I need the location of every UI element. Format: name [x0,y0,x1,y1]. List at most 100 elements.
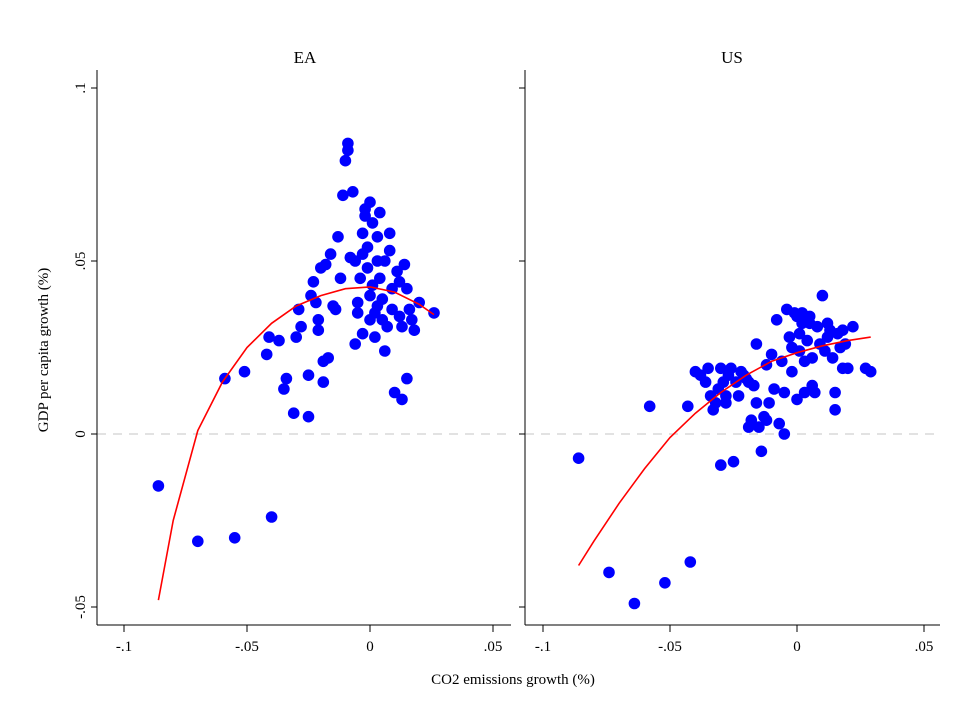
data-point [768,383,780,395]
data-point [756,446,768,458]
data-point [357,328,369,340]
data-point [364,290,376,302]
data-point [229,532,241,544]
data-point [364,196,376,208]
data-point [773,418,785,430]
data-point [404,304,416,316]
data-point [295,321,307,333]
data-point [865,366,877,378]
data-point [192,536,204,548]
data-point [239,366,251,378]
data-point [715,459,727,471]
data-point [278,383,290,395]
data-point [281,373,293,385]
data-point [720,397,732,409]
data-point [332,231,344,243]
x-tick-label: 0 [366,639,374,655]
data-point [733,390,745,402]
data-point [381,321,393,333]
data-point [748,380,760,392]
data-point [763,397,775,409]
data-point [659,577,671,589]
data-point [573,452,585,464]
data-point [394,311,406,323]
data-point [374,207,386,219]
data-point [374,273,386,285]
data-point [710,397,722,409]
data-point [401,373,413,385]
data-point [725,363,737,375]
data-point [396,321,408,333]
data-point [817,290,829,302]
x-tick-label: -.1 [116,639,132,655]
data-point [369,331,381,343]
data-point [827,352,839,364]
y-tick-label: -.05 [73,595,89,619]
data-point [644,401,656,413]
data-point [290,331,302,343]
data-point [352,297,364,309]
data-point [153,480,165,492]
y-axis-title: GDP per capita growth (%) [36,268,52,432]
data-point [320,259,332,271]
data-point [396,394,408,406]
y-tick-label: .05 [73,252,89,271]
x-axis-title: CO2 emissions growth (%) [431,672,595,688]
data-point [372,231,384,243]
data-point [342,138,354,150]
data-point [384,245,396,257]
data-point [261,349,273,361]
data-point [837,324,849,336]
x-tick-label: -.05 [658,639,682,655]
data-point [352,307,364,319]
data-point [401,283,413,295]
data-point [603,567,615,579]
data-point [357,228,369,240]
x-tick-label: .05 [915,639,934,655]
data-point [761,414,773,426]
data-point [308,276,320,288]
data-point [771,314,783,326]
data-point [837,363,849,375]
data-point [428,307,440,319]
data-point [303,369,315,381]
data-point [682,401,694,413]
panel-title: US [721,48,743,67]
data-point [685,556,697,568]
data-point [702,363,714,375]
data-point [700,376,712,388]
data-point [801,335,813,347]
data-point [779,387,791,399]
data-point [266,511,278,523]
data-point [399,259,411,271]
data-point [372,300,384,312]
data-point [340,155,352,167]
data-point [303,411,315,423]
data-point [379,345,391,357]
x-tick-label: .05 [484,639,503,655]
data-point [335,273,347,285]
data-point [318,376,330,388]
x-tick-label: -.1 [535,639,551,655]
y-tick-label: 0 [73,430,89,438]
data-point [812,321,824,333]
data-point [784,331,796,343]
data-point [786,366,798,378]
data-point [263,331,275,343]
data-point [779,428,791,440]
data-point [809,387,821,399]
data-point [273,335,285,347]
data-point [829,387,841,399]
y-tick-label: .1 [73,82,89,93]
panel-title: EA [294,48,317,67]
data-point [313,314,325,326]
x-tick-label: 0 [793,639,801,655]
data-point [347,186,359,198]
data-point [751,397,763,409]
data-point [728,456,740,468]
data-point [766,349,778,361]
data-point [337,190,349,202]
data-point [367,217,379,229]
